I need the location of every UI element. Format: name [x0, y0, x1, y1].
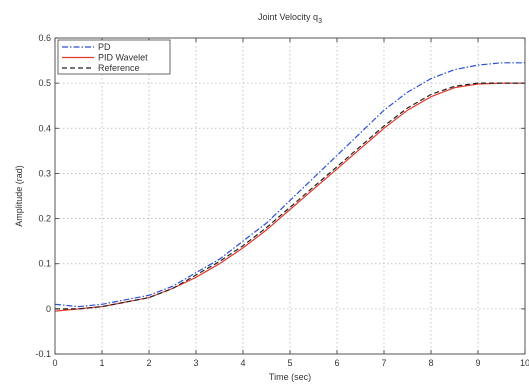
- x-tick-label: 5: [287, 358, 292, 368]
- axis-ticks: [54, 37, 526, 355]
- y-tick-label: 0: [46, 304, 51, 314]
- y-tick-label: 0.1: [38, 259, 51, 269]
- x-axis-label: Time (sec): [269, 372, 311, 382]
- y-tick-label: 0.6: [38, 33, 51, 43]
- x-tick-label: 4: [240, 358, 245, 368]
- series-group: [54, 62, 525, 312]
- legend-label: PD: [98, 42, 111, 52]
- y-tick-label: -0.1: [35, 349, 51, 359]
- chart-title: Joint Velocity q3: [258, 12, 322, 25]
- x-tick-label: 9: [475, 358, 480, 368]
- y-tick-label: 0.4: [38, 123, 51, 133]
- y-tick-label: 0.5: [38, 78, 51, 88]
- x-tick-labels: 0 1 2 3 4 5 6 7 8 9 10: [52, 358, 529, 368]
- grid: [55, 38, 525, 354]
- x-tick-label: 6: [334, 358, 339, 368]
- legend-label: PID Wavelet: [98, 53, 148, 63]
- x-tick-label: 0: [52, 358, 57, 368]
- x-tick-label: 8: [428, 358, 433, 368]
- x-tick-label: 10: [520, 358, 529, 368]
- y-tick-label: 0.3: [38, 168, 51, 178]
- series-line-pd: [54, 62, 525, 308]
- legend-label: Reference: [98, 63, 140, 73]
- series-line-pid-wavelet: [54, 82, 525, 312]
- x-tick-label: 1: [99, 358, 104, 368]
- x-tick-label: 2: [146, 358, 151, 368]
- y-tick-label: 0.2: [38, 214, 51, 224]
- x-tick-label: 3: [193, 358, 198, 368]
- x-tick-label: 7: [381, 358, 386, 368]
- y-tick-labels: -0.1 0 0.1 0.2 0.3 0.4 0.5 0.6: [35, 33, 51, 359]
- y-axis-label: Amplitude (rad): [14, 165, 24, 227]
